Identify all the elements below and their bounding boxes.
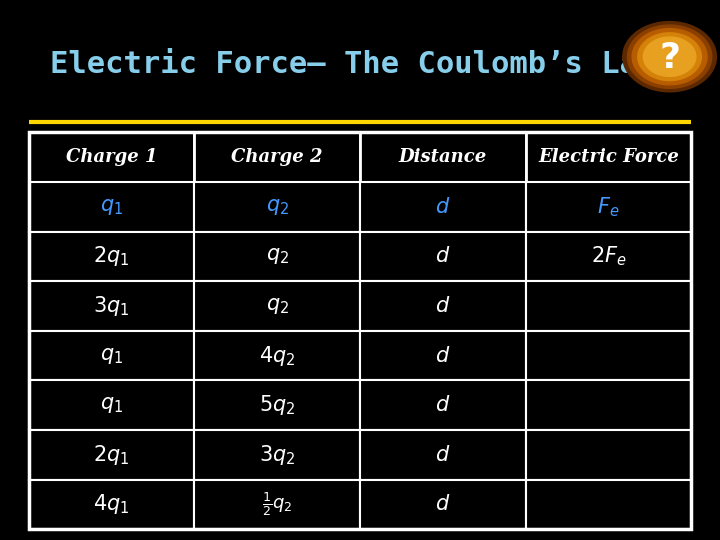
Bar — [29, 182, 194, 232]
Text: $\mathit{F_e}$: $\mathit{F_e}$ — [597, 195, 620, 219]
Bar — [360, 380, 526, 430]
Text: Electric Force– The Coulomb’s Law: Electric Force– The Coulomb’s Law — [50, 50, 657, 79]
Bar — [360, 430, 526, 480]
Text: Distance: Distance — [399, 148, 487, 166]
Polygon shape — [644, 37, 696, 76]
Bar — [194, 132, 360, 182]
Bar — [526, 330, 691, 380]
Bar — [360, 480, 526, 529]
Bar — [194, 380, 360, 430]
Bar — [360, 232, 526, 281]
Text: $2\mathit{q_1}$: $2\mathit{q_1}$ — [94, 443, 130, 467]
Text: $\mathit{q_1}$: $\mathit{q_1}$ — [100, 395, 123, 415]
Bar — [526, 281, 691, 330]
Text: ?: ? — [659, 42, 680, 75]
Text: Electric Force: Electric Force — [538, 148, 679, 166]
Bar — [360, 281, 526, 330]
Polygon shape — [623, 22, 716, 92]
Bar — [194, 281, 360, 330]
Text: $\mathit{d}$: $\mathit{d}$ — [435, 346, 451, 366]
Bar — [526, 132, 691, 182]
Text: $4\mathit{q_2}$: $4\mathit{q_2}$ — [259, 343, 295, 368]
Bar — [29, 132, 194, 182]
Text: Charge 2: Charge 2 — [231, 148, 323, 166]
Bar — [360, 330, 526, 380]
Text: $\mathit{q_1}$: $\mathit{q_1}$ — [100, 197, 123, 217]
Text: $\mathit{q_1}$: $\mathit{q_1}$ — [100, 346, 123, 366]
Bar — [29, 430, 194, 480]
Bar — [194, 182, 360, 232]
Bar — [194, 430, 360, 480]
Bar — [526, 380, 691, 430]
Polygon shape — [628, 25, 711, 88]
Text: Charge 1: Charge 1 — [66, 148, 158, 166]
Text: $\mathit{d}$: $\mathit{d}$ — [435, 395, 451, 415]
Bar — [29, 330, 194, 380]
Bar — [29, 132, 691, 529]
Text: $\mathit{q_2}$: $\mathit{q_2}$ — [266, 296, 289, 316]
Polygon shape — [632, 29, 707, 85]
Bar — [29, 232, 194, 281]
Bar — [29, 380, 194, 430]
Text: $3\mathit{q_1}$: $3\mathit{q_1}$ — [94, 294, 130, 318]
Bar — [194, 480, 360, 529]
Text: $2\mathit{q_1}$: $2\mathit{q_1}$ — [94, 244, 130, 268]
Text: $\frac{1}{2}\mathit{q_2}$: $\frac{1}{2}\mathit{q_2}$ — [262, 490, 292, 518]
Text: $4\mathit{q_1}$: $4\mathit{q_1}$ — [94, 492, 130, 516]
Text: $2\mathit{F_e}$: $2\mathit{F_e}$ — [590, 245, 626, 268]
Bar — [526, 182, 691, 232]
Bar — [526, 430, 691, 480]
Text: $\mathit{d}$: $\mathit{d}$ — [435, 495, 451, 515]
Bar — [29, 281, 194, 330]
Text: $\mathit{d}$: $\mathit{d}$ — [435, 197, 451, 217]
Text: $3\mathit{q_2}$: $3\mathit{q_2}$ — [259, 443, 295, 467]
Bar — [360, 132, 526, 182]
Text: $\mathit{q_2}$: $\mathit{q_2}$ — [266, 246, 289, 266]
Bar — [526, 480, 691, 529]
Text: $\mathit{d}$: $\mathit{d}$ — [435, 296, 451, 316]
Text: $\mathit{q_2}$: $\mathit{q_2}$ — [266, 197, 289, 217]
Bar — [526, 232, 691, 281]
Bar — [194, 232, 360, 281]
Bar — [194, 330, 360, 380]
Text: $5\mathit{q_2}$: $5\mathit{q_2}$ — [259, 393, 295, 417]
Text: $\mathit{d}$: $\mathit{d}$ — [435, 246, 451, 266]
Bar — [360, 182, 526, 232]
Bar — [29, 480, 194, 529]
Polygon shape — [638, 33, 701, 80]
Text: $\mathit{d}$: $\mathit{d}$ — [435, 445, 451, 465]
